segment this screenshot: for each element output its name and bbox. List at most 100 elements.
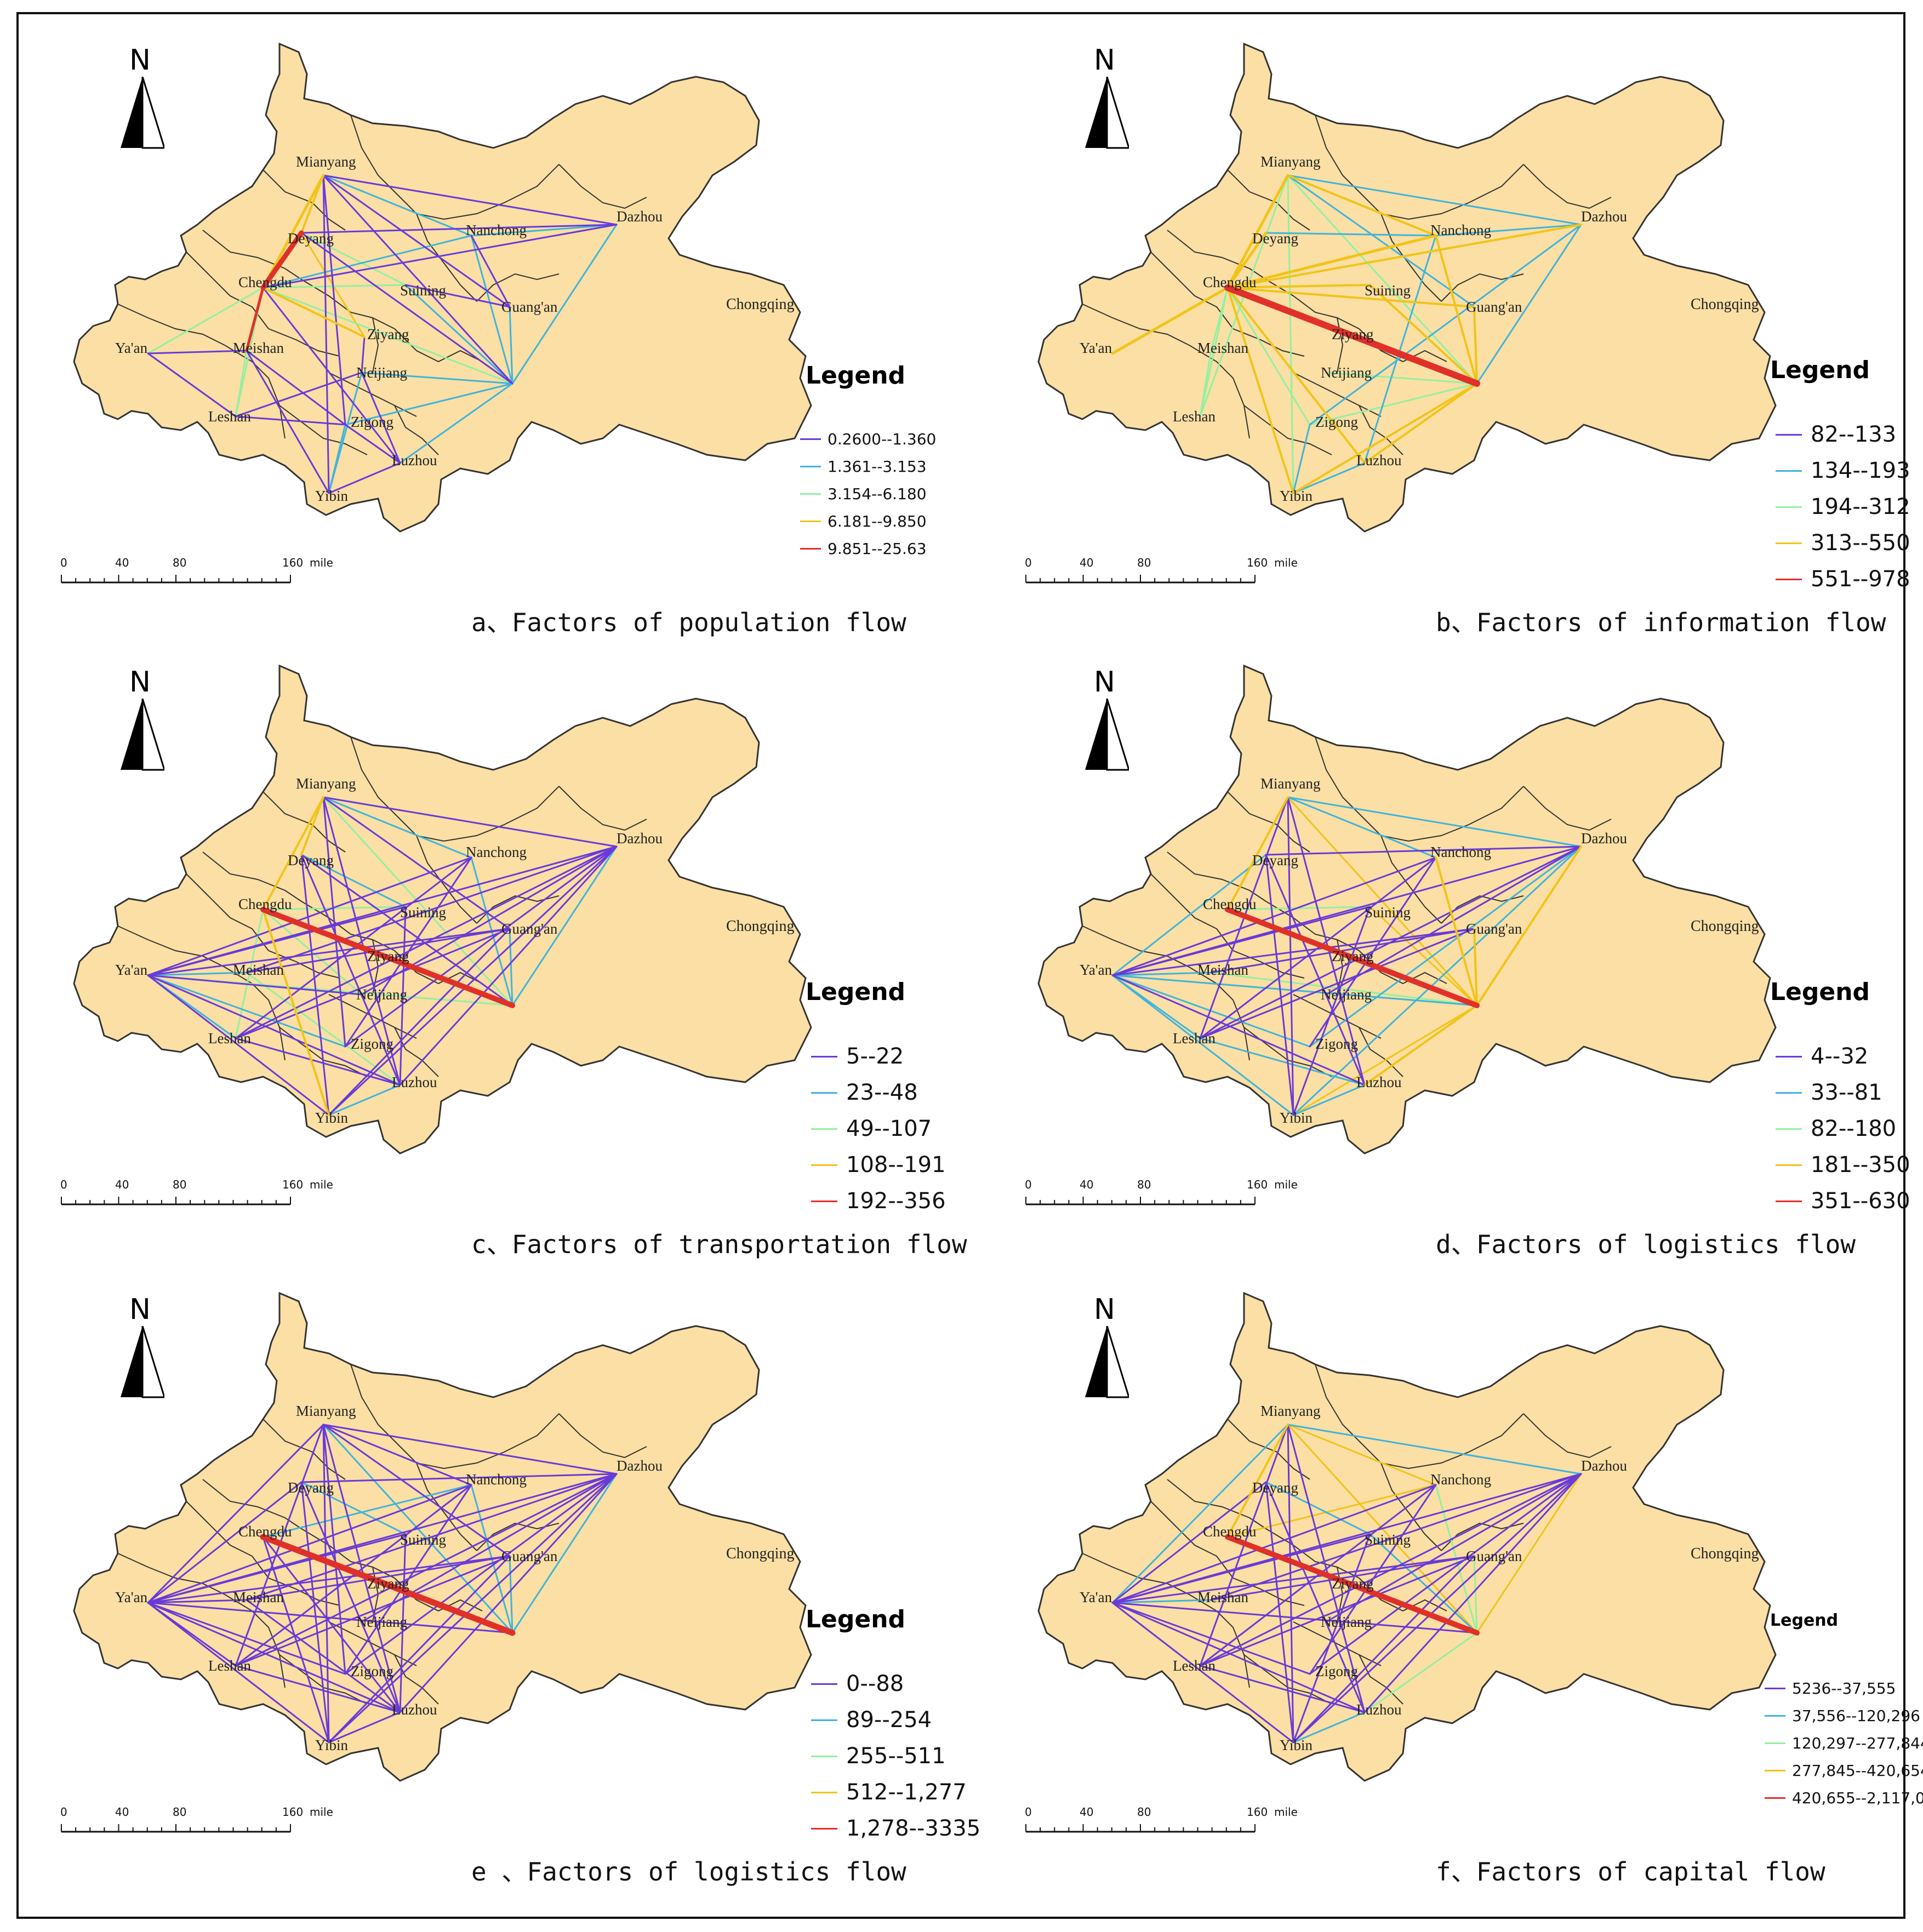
legend-label: 82--133	[1811, 422, 1897, 447]
city-label-dazhou: Dazhou	[1581, 208, 1627, 225]
flow-line-mianyang-nanchong	[322, 1424, 472, 1486]
flow-line-ya-an-meishan	[147, 350, 248, 355]
flow-line-mianyang-yibin	[322, 174, 330, 494]
flow-line-chongqing-neijiang	[1325, 371, 1478, 385]
city-label-deyang: Deyang	[1252, 1479, 1298, 1496]
legend-label: 134--193	[1811, 458, 1910, 483]
legend-label: 351--630	[1811, 1188, 1910, 1214]
legend-title: Legend	[1770, 1611, 1839, 1630]
county-boundary	[1380, 1413, 1524, 1470]
panel-caption: a、Factors of population flow	[471, 608, 906, 637]
county-boundary	[117, 304, 225, 346]
scale-tick-label: 0	[60, 556, 67, 569]
county-boundary	[279, 405, 368, 455]
flow-line-ya-an-nanchong	[147, 856, 472, 976]
flow-line-chongqing-luzhou	[1363, 382, 1478, 464]
legend-swatch	[1776, 1164, 1802, 1166]
flow-line-deyang-suining	[300, 1481, 407, 1535]
scale-tick-label: 0	[60, 1805, 67, 1819]
legend-label: 37,556--120,296	[1792, 1707, 1920, 1725]
city-label-mianyang: Mianyang	[1260, 1403, 1321, 1419]
legend-item: 192--356	[811, 1188, 946, 1214]
city-label-mianyang: Mianyang	[296, 775, 356, 792]
flow-line-chengdu-chongqing	[262, 287, 513, 385]
legend-item: 108--191	[811, 1152, 946, 1178]
flow-line-chengdu-meishan	[245, 286, 265, 352]
region-basemap	[73, 1291, 812, 1782]
flow-line-chongqing-luzhou	[1363, 1632, 1478, 1713]
county-boundary	[1380, 213, 1442, 302]
flow-line-meishan-guang-an	[246, 928, 511, 974]
county-boundary	[394, 1654, 439, 1705]
city-label-nanchong: Nanchong	[466, 844, 527, 860]
flow-line-deyang-yibin	[300, 1481, 330, 1744]
flow-line-ya-an-luzhou	[147, 1602, 401, 1713]
county-boundary	[372, 317, 379, 373]
flow-line-leshan-nanchong	[1199, 1484, 1437, 1667]
figure-frame	[16, 12, 1905, 1919]
flow-line-deyang-dazhou	[300, 224, 618, 234]
flow-line-mianyang-zigong	[322, 174, 346, 426]
flow-line-ya-an-nanchong	[1111, 1484, 1437, 1604]
flow-line-leshan-nanchong	[235, 1484, 472, 1667]
flow-line-zigong-luzhou	[344, 424, 401, 464]
county-boundary	[1265, 279, 1360, 329]
flow-line-suining-luzhou	[399, 1533, 407, 1713]
county-boundary	[268, 328, 340, 357]
legend-swatch	[800, 466, 821, 467]
city-label-deyang: Deyang	[1252, 852, 1298, 868]
flow-line-leshan-nanchong	[235, 856, 472, 1039]
legend-label: 1,278--3335	[846, 1816, 981, 1841]
flow-line-leshan-guang-an	[1199, 928, 1475, 1039]
legend-label: 551--978	[1811, 567, 1910, 592]
city-label-suining: Suining	[400, 904, 447, 921]
flow-line-chongqing-guang-an	[1473, 928, 1478, 1007]
county-boundary	[328, 372, 417, 417]
legend-label: 181--350	[1811, 1152, 1910, 1178]
flow-line-chongqing-guang-an	[509, 928, 513, 1007]
county-boundary	[558, 164, 647, 209]
flow-line-mianyang-chongqing	[322, 174, 513, 385]
city-label-suining: Suining	[1365, 282, 1411, 299]
flow-line-deyang-yibin	[300, 854, 330, 1116]
flow-line-ya-an-yibin	[1111, 974, 1294, 1116]
city-label-yibin: Yibin	[1280, 1110, 1313, 1126]
city-label-deyang: Deyang	[288, 1479, 334, 1496]
city-label-chengdu: Chengdu	[238, 1523, 292, 1540]
flow-line-mianyang-dazhou	[1287, 174, 1582, 226]
legend-item: 181--350	[1776, 1152, 1910, 1178]
flow-line-meishan-leshan	[235, 350, 248, 418]
flow-line-zigong-dazhou	[1309, 224, 1582, 426]
legend-swatch	[1765, 1797, 1785, 1799]
flow-line-neijiang-luzhou	[361, 371, 401, 464]
city-label-neijiang: Neijiang	[1321, 1614, 1372, 1630]
flow-line-chengdu-luzhou	[262, 287, 401, 464]
city-label-mianyang: Mianyang	[1260, 153, 1321, 170]
county-boundary	[1380, 835, 1442, 924]
city-label-suining: Suining	[1365, 1531, 1411, 1548]
legend-item: 5236--37,555	[1765, 1679, 1896, 1697]
flow-line-mianyang-chongqing	[1287, 174, 1478, 385]
flow-line-chengdu-ya-an	[147, 287, 264, 355]
flow-line-mianyang-nanchong	[1287, 1424, 1437, 1486]
flow-line-chengdu-mianyang	[1226, 796, 1289, 911]
north-label: N	[1094, 666, 1115, 699]
county-boundary	[263, 1419, 346, 1480]
flow-line-zigong-dazhou	[1309, 1473, 1582, 1675]
flow-line-mianyang-nanchong	[1287, 796, 1437, 859]
city-label-ya-an: Ya'an	[1080, 962, 1112, 978]
legend-label: 3.154--6.180	[828, 485, 927, 503]
county-boundary	[1359, 1654, 1403, 1705]
city-label-yibin: Yibin	[1280, 1737, 1313, 1753]
flow-line-zigong-nanchong	[344, 1484, 472, 1675]
city-label-zigong: Zigong	[351, 1036, 393, 1052]
flow-line-leshan-luzhou	[235, 1665, 401, 1713]
flow-line-chengdu-chongqing	[260, 907, 515, 1008]
flow-line-chengdu-chongqing	[1225, 1534, 1480, 1636]
legend-item: 551--978	[1776, 567, 1910, 592]
flow-line-deyang-suining	[300, 854, 407, 908]
panel-caption: d、Factors of logistics flow	[1436, 1230, 1856, 1259]
flow-line-deyang-luzhou	[1265, 854, 1366, 1086]
county-boundary	[224, 1594, 286, 1688]
flow-line-yibin-guang-an	[1292, 1555, 1475, 1744]
